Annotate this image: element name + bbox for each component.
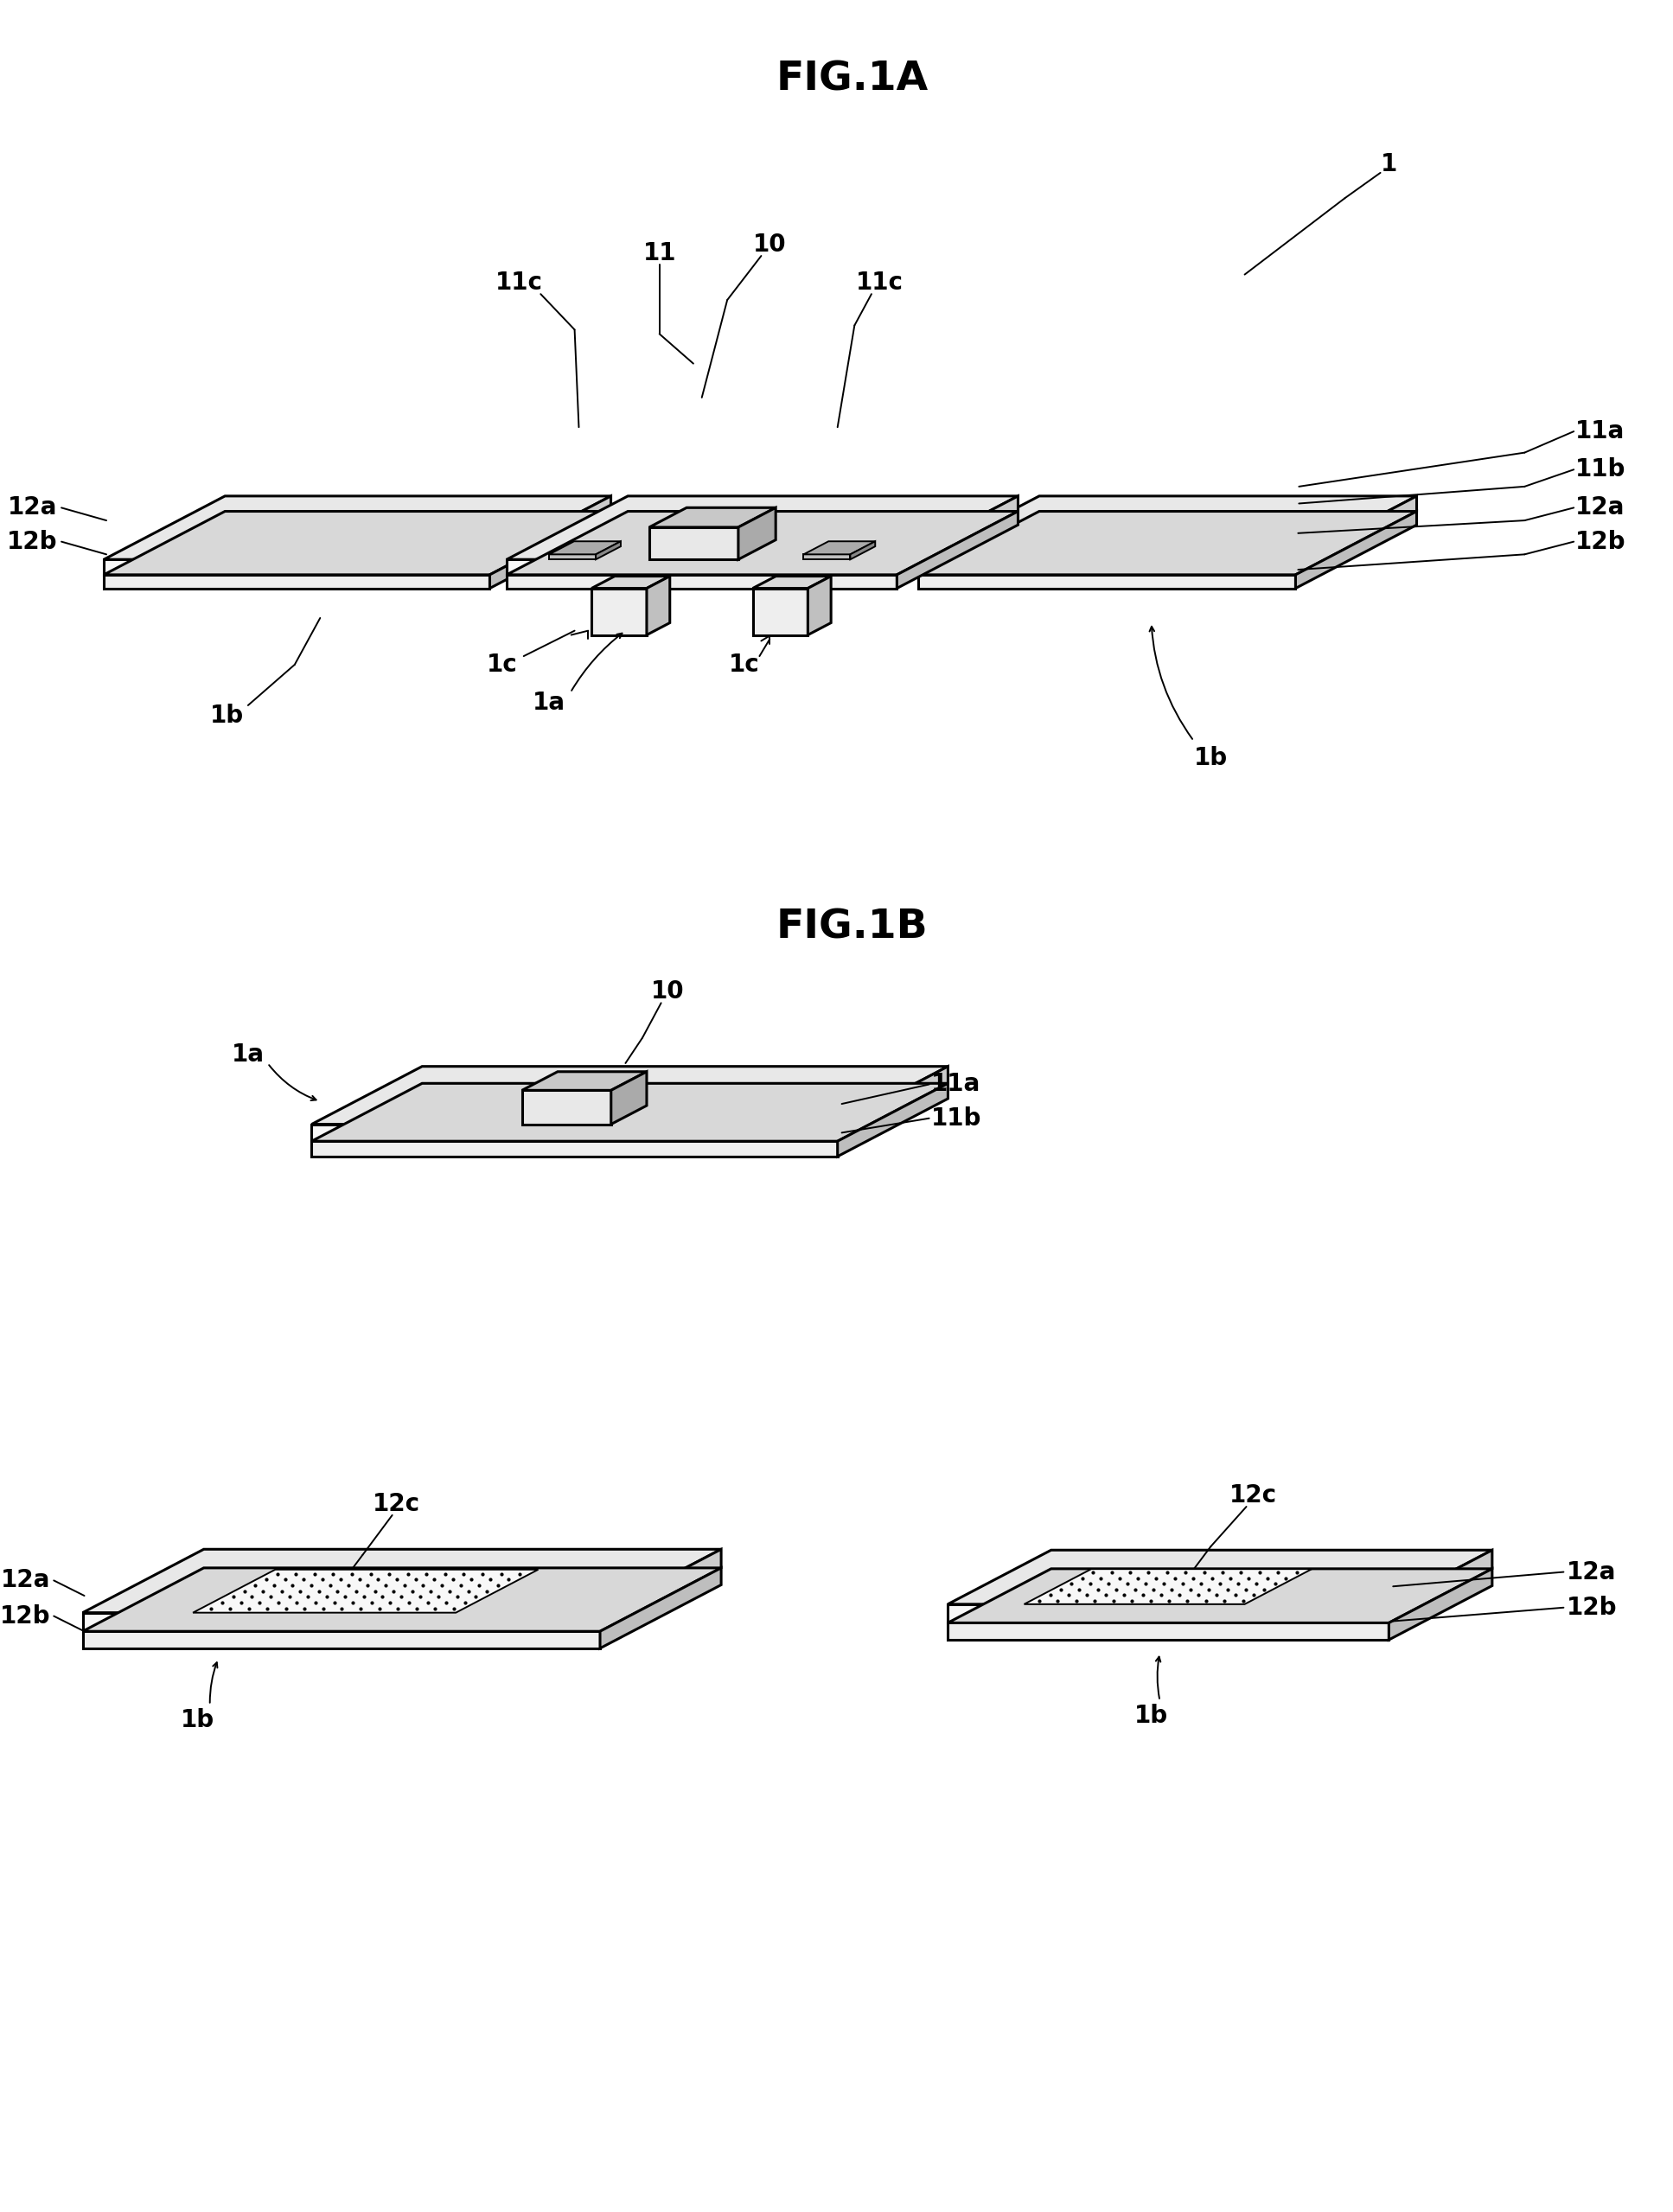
Polygon shape: [918, 511, 1417, 575]
Polygon shape: [601, 1568, 721, 1648]
Text: FIG.1B: FIG.1B: [776, 909, 929, 947]
Text: 11a: 11a: [1576, 420, 1624, 445]
Polygon shape: [897, 511, 1019, 588]
Polygon shape: [104, 560, 490, 575]
Polygon shape: [753, 575, 831, 588]
Polygon shape: [82, 1548, 721, 1613]
Polygon shape: [522, 1091, 611, 1124]
Polygon shape: [738, 509, 776, 560]
Text: 12a: 12a: [0, 1568, 50, 1593]
Text: 1b: 1b: [1195, 745, 1228, 770]
Text: FIG.1A: FIG.1A: [776, 60, 929, 100]
Polygon shape: [490, 511, 611, 588]
Polygon shape: [507, 511, 1019, 575]
Polygon shape: [1295, 511, 1417, 588]
Polygon shape: [949, 1568, 1492, 1624]
Polygon shape: [1389, 1551, 1492, 1624]
Polygon shape: [918, 495, 1417, 560]
Text: 1b: 1b: [209, 703, 244, 728]
Polygon shape: [311, 1084, 949, 1141]
Polygon shape: [1024, 1568, 1312, 1604]
Polygon shape: [311, 1066, 949, 1124]
Text: 12c: 12c: [373, 1493, 420, 1515]
Polygon shape: [549, 542, 621, 555]
Polygon shape: [918, 575, 1295, 588]
Polygon shape: [601, 1548, 721, 1630]
Text: 1: 1: [1380, 153, 1397, 177]
Text: 11: 11: [642, 241, 676, 265]
Text: 1b: 1b: [181, 1708, 214, 1732]
Polygon shape: [592, 588, 647, 635]
Polygon shape: [82, 1630, 601, 1648]
Polygon shape: [949, 1604, 1389, 1624]
Text: 11b: 11b: [930, 1106, 982, 1130]
Text: 12a: 12a: [1568, 1559, 1616, 1584]
Polygon shape: [104, 511, 611, 575]
Polygon shape: [808, 575, 831, 635]
Text: 11a: 11a: [930, 1073, 980, 1097]
Polygon shape: [1295, 495, 1417, 575]
Polygon shape: [838, 1066, 949, 1141]
Polygon shape: [104, 575, 490, 588]
Polygon shape: [507, 560, 897, 575]
Polygon shape: [803, 542, 875, 555]
Text: 12c: 12c: [1230, 1484, 1276, 1509]
Polygon shape: [82, 1568, 721, 1630]
Text: 1a: 1a: [231, 1042, 264, 1066]
Polygon shape: [611, 1071, 647, 1124]
Polygon shape: [311, 1141, 838, 1157]
Polygon shape: [192, 1571, 539, 1613]
Text: 11c: 11c: [495, 270, 544, 294]
Polygon shape: [82, 1613, 601, 1630]
Polygon shape: [507, 575, 897, 588]
Polygon shape: [311, 1124, 838, 1141]
Polygon shape: [850, 542, 875, 560]
Polygon shape: [838, 1084, 949, 1157]
Polygon shape: [918, 560, 1295, 575]
Polygon shape: [897, 495, 1019, 575]
Text: 10: 10: [651, 980, 684, 1004]
Text: 1c: 1c: [487, 653, 519, 677]
Text: 11c: 11c: [857, 270, 903, 294]
Text: 12a: 12a: [1576, 495, 1624, 520]
Text: 10: 10: [753, 232, 786, 257]
Polygon shape: [549, 555, 596, 560]
Polygon shape: [1389, 1568, 1492, 1639]
Polygon shape: [592, 575, 669, 588]
Polygon shape: [507, 495, 1019, 560]
Polygon shape: [647, 575, 669, 635]
Text: 1b: 1b: [1134, 1703, 1168, 1728]
Polygon shape: [949, 1551, 1492, 1604]
Polygon shape: [803, 555, 850, 560]
Text: 1c: 1c: [729, 653, 760, 677]
Text: 1a: 1a: [532, 690, 565, 714]
Polygon shape: [949, 1624, 1389, 1639]
Polygon shape: [649, 509, 776, 526]
Text: 12a: 12a: [8, 495, 57, 520]
Text: 12b: 12b: [1568, 1595, 1618, 1619]
Polygon shape: [104, 495, 611, 560]
Text: 12b: 12b: [1576, 529, 1626, 553]
Text: 11b: 11b: [1576, 458, 1626, 482]
Polygon shape: [596, 542, 621, 560]
Text: 12b: 12b: [0, 1604, 50, 1628]
Polygon shape: [490, 495, 611, 575]
Text: 12b: 12b: [7, 529, 57, 553]
Polygon shape: [649, 526, 738, 560]
Polygon shape: [753, 588, 808, 635]
Polygon shape: [522, 1071, 647, 1091]
